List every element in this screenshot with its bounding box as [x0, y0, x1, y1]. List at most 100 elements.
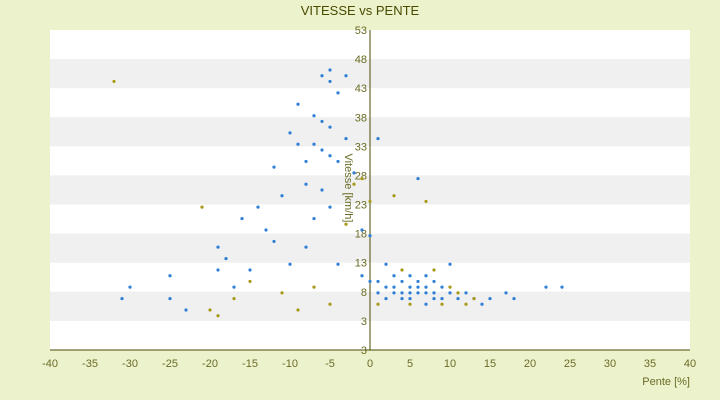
- y-tick-label: 8: [361, 287, 367, 299]
- data-point: [408, 296, 412, 301]
- data-point: [264, 228, 268, 232]
- data-point: [120, 296, 124, 301]
- data-point: [456, 291, 460, 295]
- data-point: [424, 291, 428, 295]
- data-point: [416, 176, 420, 181]
- data-point: [328, 68, 332, 72]
- data-point: [360, 274, 364, 278]
- data-point: [312, 285, 316, 289]
- data-point: [456, 296, 460, 301]
- x-tick-label: 0: [367, 358, 373, 370]
- data-point: [216, 314, 220, 318]
- data-point: [216, 268, 220, 272]
- data-point: [352, 182, 356, 186]
- axes: [50, 30, 690, 351]
- data-point: [248, 268, 252, 272]
- data-point: [328, 154, 332, 158]
- y-axis-label: Vitesse [km/h]: [342, 154, 354, 223]
- y-tick-label: 3: [361, 345, 367, 357]
- data-point: [272, 239, 276, 244]
- data-point: [560, 285, 564, 289]
- data-point: [432, 291, 436, 295]
- x-tick-label: -30: [122, 358, 138, 370]
- y-tick-label: 28: [355, 170, 367, 182]
- data-point: [368, 279, 372, 284]
- x-tick-label: 5: [407, 358, 413, 370]
- x-tick-label: -20: [202, 358, 218, 370]
- data-point: [304, 245, 308, 249]
- data-point: [472, 296, 476, 301]
- data-point: [416, 291, 420, 295]
- data-point: [448, 262, 452, 266]
- data-point: [432, 279, 436, 284]
- data-point: [208, 308, 212, 312]
- data-point: [248, 279, 252, 284]
- data-point: [128, 285, 132, 289]
- data-point: [328, 302, 332, 306]
- data-point: [360, 176, 364, 181]
- chart-title: VITESSE vs PENTE: [301, 3, 420, 18]
- data-point: [504, 291, 508, 295]
- data-point: [480, 302, 484, 306]
- data-point: [296, 142, 300, 146]
- data-point: [312, 114, 316, 118]
- x-tick-label: -15: [242, 358, 258, 370]
- data-point: [544, 285, 548, 289]
- data-point: [408, 302, 412, 306]
- x-tick-label: 15: [484, 358, 496, 370]
- y-tick-label: 23: [355, 200, 367, 212]
- data-point: [368, 199, 372, 204]
- data-point: [400, 291, 404, 295]
- data-point: [512, 296, 516, 301]
- data-point: [344, 136, 348, 141]
- data-point: [328, 205, 332, 209]
- x-tick-label: 20: [524, 358, 536, 370]
- data-point: [392, 274, 396, 278]
- x-tick-label: -40: [42, 358, 58, 370]
- x-tick-label: -5: [325, 358, 335, 370]
- data-point: [408, 285, 412, 289]
- data-point: [184, 308, 188, 312]
- data-point: [344, 74, 348, 78]
- data-point: [328, 125, 332, 129]
- data-point: [408, 274, 412, 278]
- data-point: [320, 148, 324, 152]
- data-point: [216, 245, 220, 249]
- data-point: [312, 216, 316, 221]
- data-point: [256, 205, 260, 209]
- x-tick-label: 10: [444, 358, 456, 370]
- y-tick-label: 43: [355, 83, 367, 95]
- data-point: [240, 216, 244, 221]
- data-point: [368, 234, 372, 238]
- x-tick-label: 40: [684, 358, 696, 370]
- data-point: [224, 256, 228, 261]
- data-point: [272, 165, 276, 169]
- data-point: [360, 228, 364, 232]
- data-point: [440, 296, 444, 301]
- y-tick-label: 48: [355, 54, 367, 66]
- data-point: [168, 296, 172, 301]
- data-point: [384, 262, 388, 266]
- data-point: [280, 291, 284, 295]
- y-tick-label: 3: [361, 316, 367, 328]
- data-point: [288, 262, 292, 266]
- data-point: [424, 274, 428, 278]
- data-point: [312, 142, 316, 146]
- data-point: [112, 79, 116, 84]
- x-tick-label: -35: [82, 358, 98, 370]
- data-points: [112, 68, 564, 318]
- y-tick-label: 33: [355, 141, 367, 153]
- data-point: [232, 285, 236, 289]
- x-tick-labels: -40 -35 -30 -25 -20 -15 -10 -5 0 5 10 15 20 25 30 35 40: [42, 358, 696, 370]
- data-point: [376, 136, 380, 141]
- data-point: [424, 285, 428, 289]
- data-point: [376, 279, 380, 284]
- data-point: [376, 291, 380, 295]
- data-point: [416, 279, 420, 284]
- data-point: [392, 194, 396, 198]
- data-point: [440, 285, 444, 289]
- data-point: [296, 308, 300, 312]
- data-point: [320, 188, 324, 192]
- y-tick-label: 18: [355, 229, 367, 241]
